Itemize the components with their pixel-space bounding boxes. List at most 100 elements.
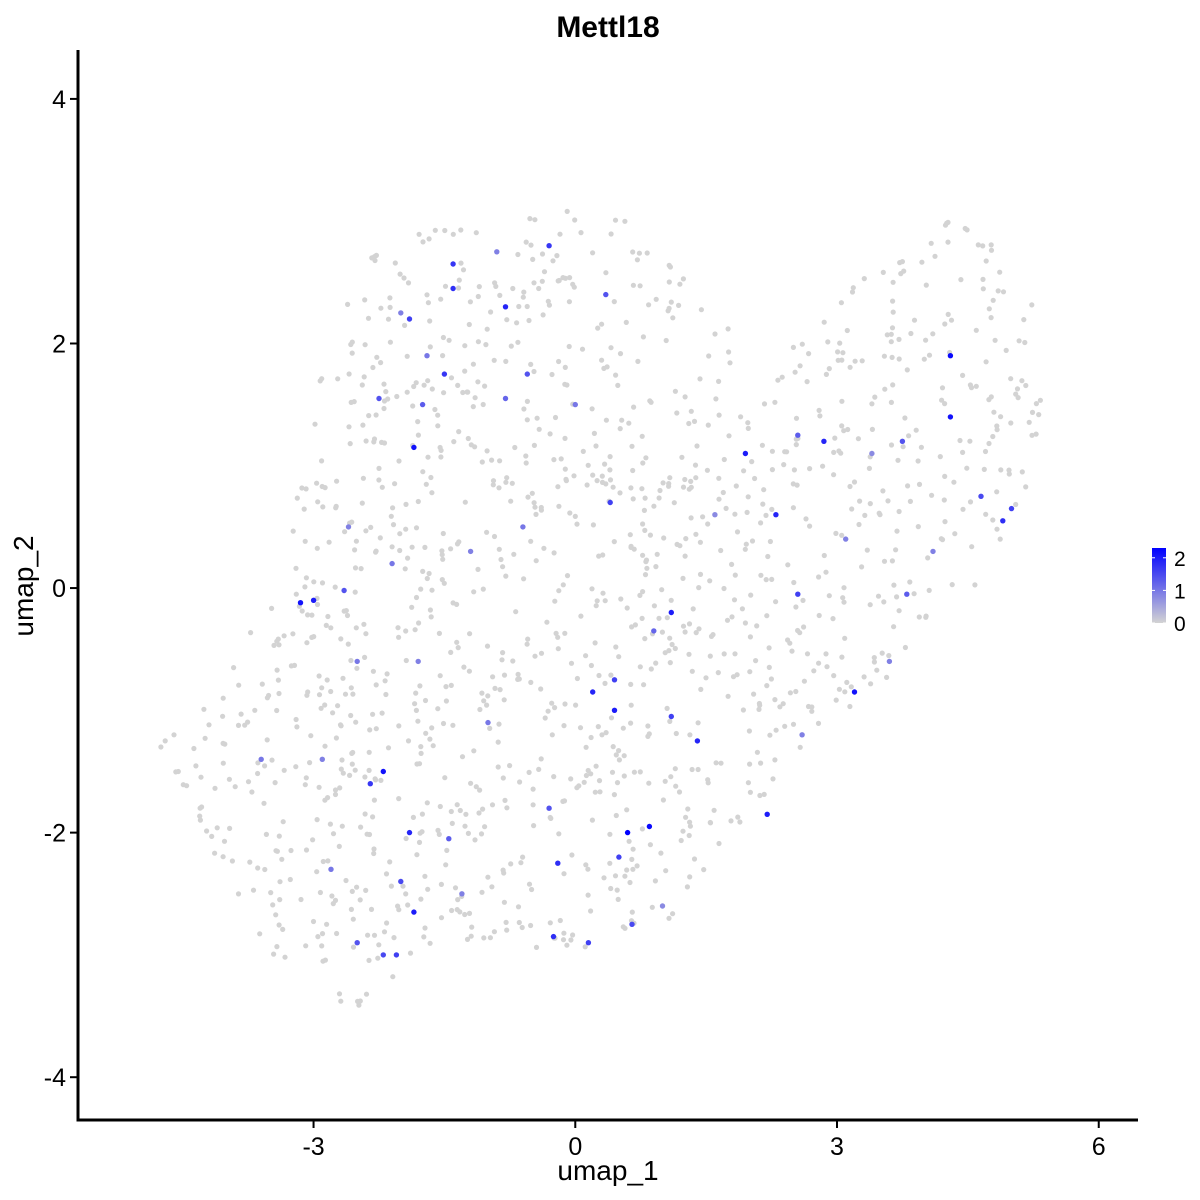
- x-tick-label: 6: [1092, 1133, 1106, 1161]
- cell-point: [432, 406, 438, 413]
- cell-point: [359, 500, 365, 506]
- cell-point: [925, 555, 931, 561]
- cell-point: [395, 625, 401, 631]
- cell-point: [348, 685, 354, 691]
- cell-point: [988, 247, 995, 253]
- cell-point: [387, 295, 393, 301]
- cell-point: [560, 937, 567, 943]
- cell-point: [411, 383, 417, 390]
- cell-point: [352, 547, 358, 553]
- cell-point: [744, 509, 750, 515]
- cell-point: [684, 884, 691, 890]
- cell-point: [319, 458, 325, 464]
- cell-point: [945, 239, 951, 245]
- cell-point: [470, 404, 476, 410]
- cell-point: [319, 943, 325, 949]
- cell-point: [363, 631, 369, 637]
- cell-point: [869, 426, 876, 432]
- cell-point: [528, 922, 534, 929]
- cell-point: [515, 671, 521, 678]
- cell-point: [665, 308, 671, 314]
- cell-point: [1029, 302, 1035, 308]
- cell-point: [646, 302, 652, 308]
- cell-point: [206, 722, 212, 728]
- cell-point: [831, 472, 837, 478]
- expressing-cell-point: [629, 921, 635, 927]
- cell-point: [500, 775, 506, 781]
- cell-point: [495, 739, 501, 745]
- cell-point: [662, 778, 668, 784]
- cell-point: [373, 726, 379, 732]
- cell-point: [832, 435, 838, 441]
- cell-point: [315, 499, 321, 505]
- cell-point: [482, 824, 488, 830]
- cell-point: [462, 343, 468, 349]
- cell-point: [220, 740, 226, 747]
- cell-point: [324, 921, 330, 927]
- cell-point: [643, 455, 649, 461]
- cell-point: [562, 701, 568, 707]
- cell-point: [660, 797, 667, 803]
- cell-point: [1008, 420, 1014, 426]
- cell-point: [557, 231, 563, 237]
- cell-point: [404, 353, 410, 359]
- cell-point: [467, 299, 473, 305]
- cell-point: [443, 684, 449, 690]
- cell-point: [1033, 401, 1039, 407]
- cell-point: [390, 505, 396, 511]
- cell-point: [682, 476, 688, 483]
- cell-point: [508, 343, 514, 349]
- cell-point: [895, 457, 901, 463]
- cell-point: [727, 360, 733, 366]
- cell-point: [533, 511, 539, 517]
- cell-point: [420, 568, 426, 575]
- cell-point: [891, 624, 897, 630]
- cell-point: [388, 883, 394, 889]
- cell-point: [696, 585, 702, 591]
- cell-point: [458, 227, 464, 233]
- cell-point: [578, 230, 584, 236]
- cell-point: [290, 631, 296, 637]
- cell-point: [415, 432, 421, 438]
- cell-point: [667, 475, 673, 481]
- cell-point: [888, 331, 894, 337]
- cell-point: [530, 256, 536, 262]
- cell-point: [454, 541, 461, 547]
- cell-point: [626, 838, 632, 844]
- cell-point: [339, 823, 345, 829]
- cell-point: [617, 351, 624, 357]
- cell-point: [847, 364, 853, 370]
- cell-point: [519, 924, 525, 931]
- cell-point: [526, 769, 532, 776]
- cell-point: [983, 511, 989, 517]
- cell-point: [630, 467, 636, 474]
- cell-point: [775, 377, 781, 383]
- cell-point: [664, 615, 670, 621]
- expressing-cell-point: [441, 371, 448, 377]
- cell-point: [418, 896, 424, 902]
- cell-point: [235, 722, 242, 729]
- cell-point: [201, 706, 207, 712]
- cell-point: [666, 279, 672, 285]
- cell-point: [381, 929, 388, 935]
- cell-point: [840, 350, 846, 356]
- cell-point: [792, 369, 798, 375]
- expressing-cell-point: [398, 310, 404, 316]
- cell-point: [896, 356, 902, 362]
- cell-point: [490, 674, 496, 680]
- cell-point: [667, 635, 673, 641]
- cell-point: [725, 693, 731, 699]
- cell-point: [436, 831, 442, 838]
- cell-point: [741, 468, 747, 474]
- cell-point: [893, 547, 899, 553]
- cell-point: [712, 331, 718, 337]
- expressing-cell-point: [773, 512, 779, 518]
- cell-point: [804, 379, 810, 385]
- cell-point: [249, 789, 255, 795]
- cell-point: [319, 685, 325, 691]
- cell-point: [718, 760, 724, 766]
- expressing-cell-point: [367, 781, 373, 787]
- cell-point: [552, 598, 558, 604]
- cell-point: [915, 458, 921, 464]
- cell-point: [288, 847, 294, 854]
